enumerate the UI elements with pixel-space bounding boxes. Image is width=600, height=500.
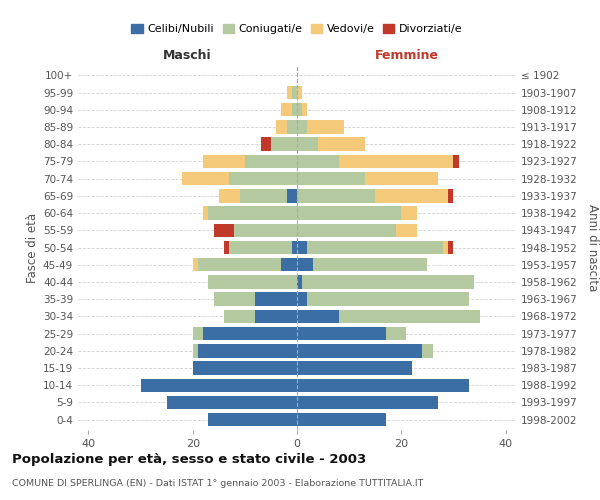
Bar: [297, 327, 386, 340]
Bar: [297, 292, 307, 306]
Bar: [260, 138, 271, 151]
Bar: [313, 258, 427, 272]
Bar: [203, 154, 245, 168]
Bar: [208, 413, 297, 426]
Bar: [292, 241, 297, 254]
Bar: [307, 120, 344, 134]
Bar: [297, 344, 422, 358]
Bar: [235, 224, 297, 237]
Bar: [239, 189, 287, 202]
Bar: [224, 310, 255, 323]
Bar: [297, 138, 318, 151]
Bar: [229, 172, 297, 186]
Bar: [297, 172, 365, 186]
Bar: [339, 310, 479, 323]
Bar: [365, 172, 438, 186]
Bar: [214, 292, 255, 306]
Bar: [271, 138, 297, 151]
Bar: [276, 120, 287, 134]
Bar: [297, 275, 302, 288]
Bar: [193, 258, 198, 272]
Bar: [292, 86, 297, 100]
Bar: [167, 396, 297, 409]
Bar: [287, 86, 292, 100]
Bar: [198, 258, 281, 272]
Text: Maschi: Maschi: [163, 48, 212, 62]
Bar: [193, 344, 198, 358]
Bar: [422, 344, 433, 358]
Bar: [297, 224, 396, 237]
Bar: [281, 258, 297, 272]
Text: Popolazione per età, sesso e stato civile - 2003: Popolazione per età, sesso e stato civil…: [12, 452, 366, 466]
Bar: [297, 189, 375, 202]
Y-axis label: Fasce di età: Fasce di età: [26, 212, 39, 282]
Bar: [193, 327, 203, 340]
Bar: [297, 310, 339, 323]
Bar: [339, 154, 454, 168]
Bar: [307, 292, 469, 306]
Bar: [229, 241, 292, 254]
Bar: [297, 206, 401, 220]
Bar: [297, 86, 302, 100]
Bar: [198, 344, 297, 358]
Bar: [193, 362, 297, 374]
Bar: [224, 241, 229, 254]
Bar: [281, 103, 292, 117]
Bar: [208, 275, 297, 288]
Bar: [297, 241, 307, 254]
Bar: [386, 327, 407, 340]
Bar: [297, 413, 386, 426]
Bar: [297, 396, 438, 409]
Bar: [307, 241, 443, 254]
Bar: [297, 103, 302, 117]
Bar: [182, 172, 229, 186]
Text: Femmine: Femmine: [374, 48, 439, 62]
Bar: [245, 154, 297, 168]
Bar: [297, 154, 339, 168]
Bar: [203, 327, 297, 340]
Legend: Celibi/Nubili, Coniugati/e, Vedovi/e, Divorziati/e: Celibi/Nubili, Coniugati/e, Vedovi/e, Di…: [127, 20, 467, 39]
Bar: [287, 120, 297, 134]
Bar: [297, 258, 313, 272]
Bar: [292, 103, 297, 117]
Bar: [140, 378, 297, 392]
Bar: [219, 189, 239, 202]
Bar: [448, 241, 454, 254]
Bar: [208, 206, 297, 220]
Bar: [375, 189, 448, 202]
Bar: [454, 154, 458, 168]
Bar: [203, 206, 208, 220]
Bar: [297, 378, 469, 392]
Bar: [297, 120, 307, 134]
Y-axis label: Anni di nascita: Anni di nascita: [586, 204, 599, 291]
Bar: [401, 206, 417, 220]
Bar: [302, 275, 474, 288]
Bar: [318, 138, 365, 151]
Bar: [302, 103, 307, 117]
Bar: [255, 292, 297, 306]
Text: COMUNE DI SPERLINGA (EN) - Dati ISTAT 1° gennaio 2003 - Elaborazione TUTTITALIA.: COMUNE DI SPERLINGA (EN) - Dati ISTAT 1°…: [12, 479, 424, 488]
Bar: [448, 189, 454, 202]
Bar: [214, 224, 235, 237]
Bar: [297, 362, 412, 374]
Bar: [255, 310, 297, 323]
Bar: [443, 241, 448, 254]
Bar: [396, 224, 417, 237]
Bar: [287, 189, 297, 202]
